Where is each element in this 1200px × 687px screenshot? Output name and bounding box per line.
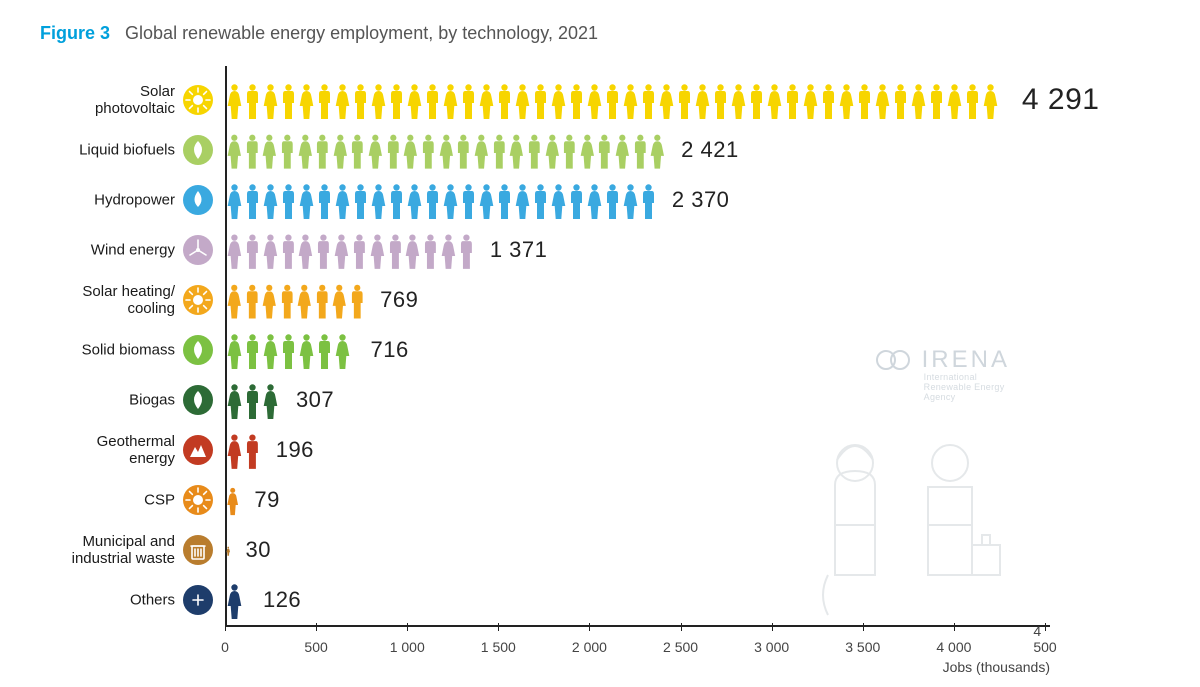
chart-title: Figure 3 Global renewable energy employm…	[40, 22, 1160, 44]
category-icon	[183, 235, 213, 265]
pictogram-bar	[226, 178, 658, 222]
row-label: Municipal andindustrial waste	[40, 533, 175, 567]
pictogram-bar	[226, 278, 366, 322]
x-tick-label: 4 500	[1033, 623, 1056, 655]
x-tick-label: 0	[221, 639, 229, 655]
pictogram-bar	[226, 328, 356, 372]
chart-row: Hydropower	[40, 178, 1160, 222]
row-label: CSP	[40, 492, 175, 509]
x-tick-label: 3 000	[754, 639, 789, 655]
row-label: Hydropower	[40, 192, 175, 209]
x-tick-label: 2 000	[572, 639, 607, 655]
category-icon	[183, 85, 213, 115]
row-label: Biogas	[40, 392, 175, 409]
figure-text: Global renewable energy employment, by t…	[125, 23, 598, 43]
figure-prefix: Figure 3	[40, 23, 110, 43]
x-tick-label: 1 500	[481, 639, 516, 655]
x-tick-label: 3 500	[845, 639, 880, 655]
x-tick-label: 4 000	[936, 639, 971, 655]
row-value: 4 291	[1022, 83, 1100, 117]
row-label: Solid biomass	[40, 342, 175, 359]
chart-row: Liquid biofuels	[40, 128, 1160, 172]
chart-row: Solar heating/cooling	[40, 278, 1160, 322]
category-icon	[183, 185, 213, 215]
row-value: 2 421	[681, 137, 739, 163]
category-icon	[183, 285, 213, 315]
row-label: Solarphotovoltaic	[40, 83, 175, 117]
row-label: Liquid biofuels	[40, 142, 175, 159]
watermark-label: IRENA	[922, 346, 1010, 374]
category-icon	[183, 535, 213, 565]
bar-chart: 05001 0001 5002 0002 5003 0003 5004 0004…	[40, 66, 1160, 627]
x-axis-caption: Jobs (thousands)	[943, 659, 1050, 675]
workers-silhouette-icon	[800, 425, 1010, 625]
pictogram-bar	[226, 578, 249, 622]
row-value: 716	[370, 337, 408, 363]
row-label: Others	[40, 592, 175, 609]
pictogram-bar	[226, 528, 231, 572]
category-icon	[183, 485, 213, 515]
row-value: 79	[254, 487, 279, 513]
row-label: Solar heating/cooling	[40, 283, 175, 317]
pictogram-bar	[226, 378, 282, 422]
category-icon	[183, 385, 213, 415]
pictogram-bar	[226, 128, 667, 172]
row-value: 196	[276, 437, 314, 463]
row-value: 769	[380, 287, 418, 313]
row-value: 1 371	[490, 237, 548, 263]
pictogram-bar	[226, 228, 476, 272]
x-tick-label: 1 000	[390, 639, 425, 655]
row-value: 30	[245, 537, 270, 563]
irena-watermark: IRENA International Renewable Energy Age…	[876, 346, 1010, 374]
pictogram-bar	[226, 428, 262, 472]
chart-row: Solarphotovoltaic	[40, 78, 1160, 122]
row-label: Geothermalenergy	[40, 433, 175, 467]
pictogram-bar	[226, 78, 1008, 122]
row-value: 2 370	[672, 187, 730, 213]
pictogram-bar	[226, 478, 240, 522]
row-value: 126	[263, 587, 301, 613]
row-label: Wind energy	[40, 242, 175, 259]
category-icon	[183, 335, 213, 365]
x-tick-label: 2 500	[663, 639, 698, 655]
watermark-sub: International Renewable Energy Agency	[924, 372, 1010, 402]
chart-row: Wind energy	[40, 228, 1160, 272]
category-icon	[183, 435, 213, 465]
x-tick-label: 500	[304, 639, 327, 655]
category-icon	[183, 135, 213, 165]
row-value: 307	[296, 387, 334, 413]
category-icon	[183, 585, 213, 615]
